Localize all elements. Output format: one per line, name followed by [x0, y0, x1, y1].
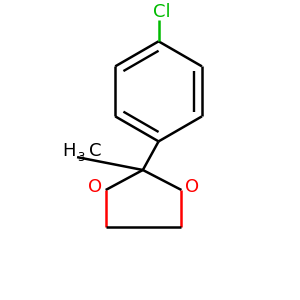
Text: 3: 3	[77, 152, 85, 164]
Text: O: O	[88, 178, 102, 196]
Text: H: H	[62, 142, 76, 160]
Text: C: C	[88, 142, 101, 160]
Text: O: O	[185, 178, 200, 196]
Text: Cl: Cl	[153, 3, 170, 21]
